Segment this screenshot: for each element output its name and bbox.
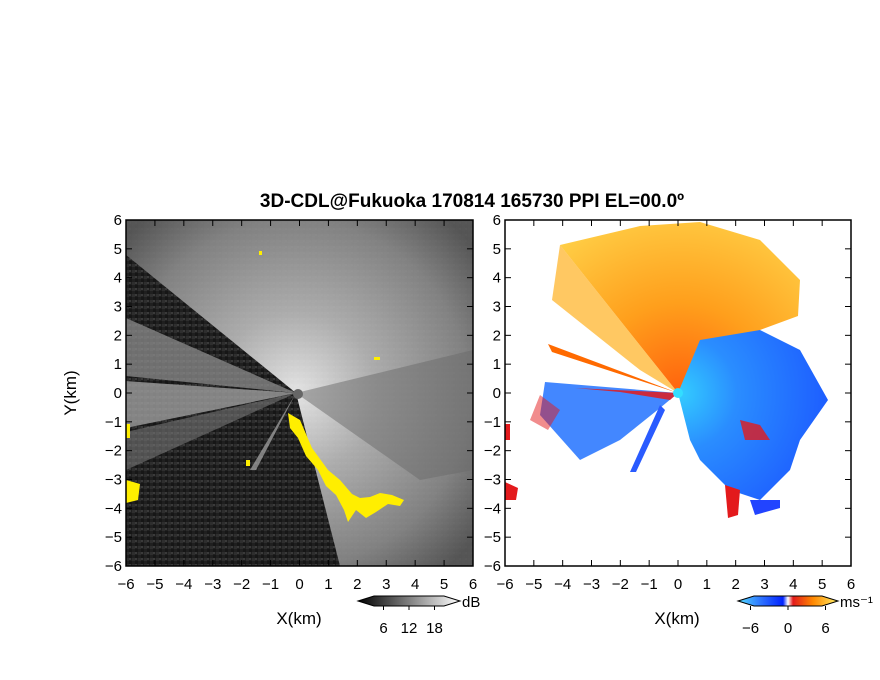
right-xtick-label: −1 [641, 576, 658, 593]
right-xtick-label: 4 [789, 576, 797, 593]
right-xtick-label: 5 [818, 576, 826, 593]
right-ytick-label: −2 [484, 443, 501, 460]
cb1-tick-label: 18 [426, 620, 443, 637]
cb1-tick-label: 6 [379, 620, 387, 637]
right-xtick-label: −6 [496, 576, 513, 593]
right-xtick-label: 6 [847, 576, 855, 593]
left-axes: −6 −5 −4 −3 −2 −1 0 1 2 3 4 5 6 −6 −5 −4 −3 −2 −1 0 1 2 3 4 5 6 [105, 212, 477, 593]
left-xtick-label: −2 [233, 576, 250, 593]
right-ytick-label: −4 [484, 500, 501, 517]
left-xtick-label: 5 [440, 576, 448, 593]
right-axes: −6 −5 −4 −3 −2 −1 0 1 2 3 4 5 6 −6 −5 −4 −3 −2 −1 0 1 2 3 4 5 6 [484, 212, 855, 593]
right-ytick-label: 4 [493, 270, 501, 287]
right-ytick-label: −1 [484, 414, 501, 431]
left-ytick-label: 2 [114, 327, 122, 344]
backscatter-image [126, 220, 473, 566]
left-ytick-label: 4 [114, 270, 122, 287]
right-xtick-label: 3 [760, 576, 768, 593]
left-ytick-label: 3 [114, 299, 122, 316]
right-xtick-label: −5 [525, 576, 542, 593]
right-ytick-label: −6 [484, 558, 501, 575]
right-xtick-label: 1 [703, 576, 711, 593]
left-ytick-label: −6 [105, 558, 122, 575]
right-ytick-label: 0 [493, 385, 501, 402]
left-ytick-label: 6 [114, 212, 122, 229]
right-ytick-label: 6 [493, 212, 501, 229]
low-snr-overlay [288, 413, 404, 522]
right-x-axis-label: X(km) [654, 609, 699, 628]
right-ytick-label: 2 [493, 327, 501, 344]
right-xtick-label: 0 [674, 576, 682, 593]
backscatter-colorbar: dB 6 12 18 [356, 594, 480, 637]
right-xtick-label: −3 [583, 576, 600, 593]
left-xtick-label: 1 [324, 576, 332, 593]
left-ytick-label: −3 [105, 472, 122, 489]
colorbar-unit-ms: ms⁻¹ [840, 594, 873, 611]
left-xtick-label: −3 [204, 576, 221, 593]
cb2-tick-label: 6 [821, 620, 829, 637]
velocity-colorbar: ms⁻¹ −6 0 6 [736, 594, 873, 637]
right-ytick-label: −3 [484, 472, 501, 489]
left-ytick-label: −1 [105, 414, 122, 431]
left-y-axis-label: Y(km) [61, 370, 80, 415]
cb2-tick-label: −6 [742, 620, 759, 637]
right-xtick-label: 2 [731, 576, 739, 593]
left-xtick-label: −1 [262, 576, 279, 593]
left-xtick-label: 3 [382, 576, 390, 593]
left-xtick-label: 0 [295, 576, 303, 593]
left-xtick-label: 4 [411, 576, 419, 593]
left-ytick-label: −5 [105, 529, 122, 546]
right-ytick-label: 1 [493, 356, 501, 373]
left-ytick-label: 0 [114, 385, 122, 402]
right-ytick-label: −5 [484, 529, 501, 546]
left-xtick-label: 2 [353, 576, 361, 593]
right-xtick-label: −4 [554, 576, 571, 593]
left-x-axis-label: X(km) [276, 609, 321, 628]
left-ytick-label: 5 [114, 241, 122, 258]
right-ytick-label: 5 [493, 241, 501, 258]
left-xtick-label: −6 [117, 576, 134, 593]
chart-title: 3D-CDL@Fukuoka 170814 165730 PPI EL=00.0… [260, 191, 684, 212]
left-ytick-label: −4 [105, 500, 122, 517]
left-xtick-label: 6 [469, 576, 477, 593]
colorbar-unit-db: dB [462, 594, 480, 611]
right-xtick-label: −2 [612, 576, 629, 593]
cb2-tick-label: 0 [784, 620, 792, 637]
left-xtick-label: −4 [175, 576, 192, 593]
left-xtick-label: −5 [146, 576, 163, 593]
left-ytick-label: 1 [114, 356, 122, 373]
right-ytick-label: 3 [493, 299, 501, 316]
velocity-image [505, 222, 828, 518]
left-ytick-label: −2 [105, 443, 122, 460]
cb1-tick-label: 12 [401, 620, 418, 637]
